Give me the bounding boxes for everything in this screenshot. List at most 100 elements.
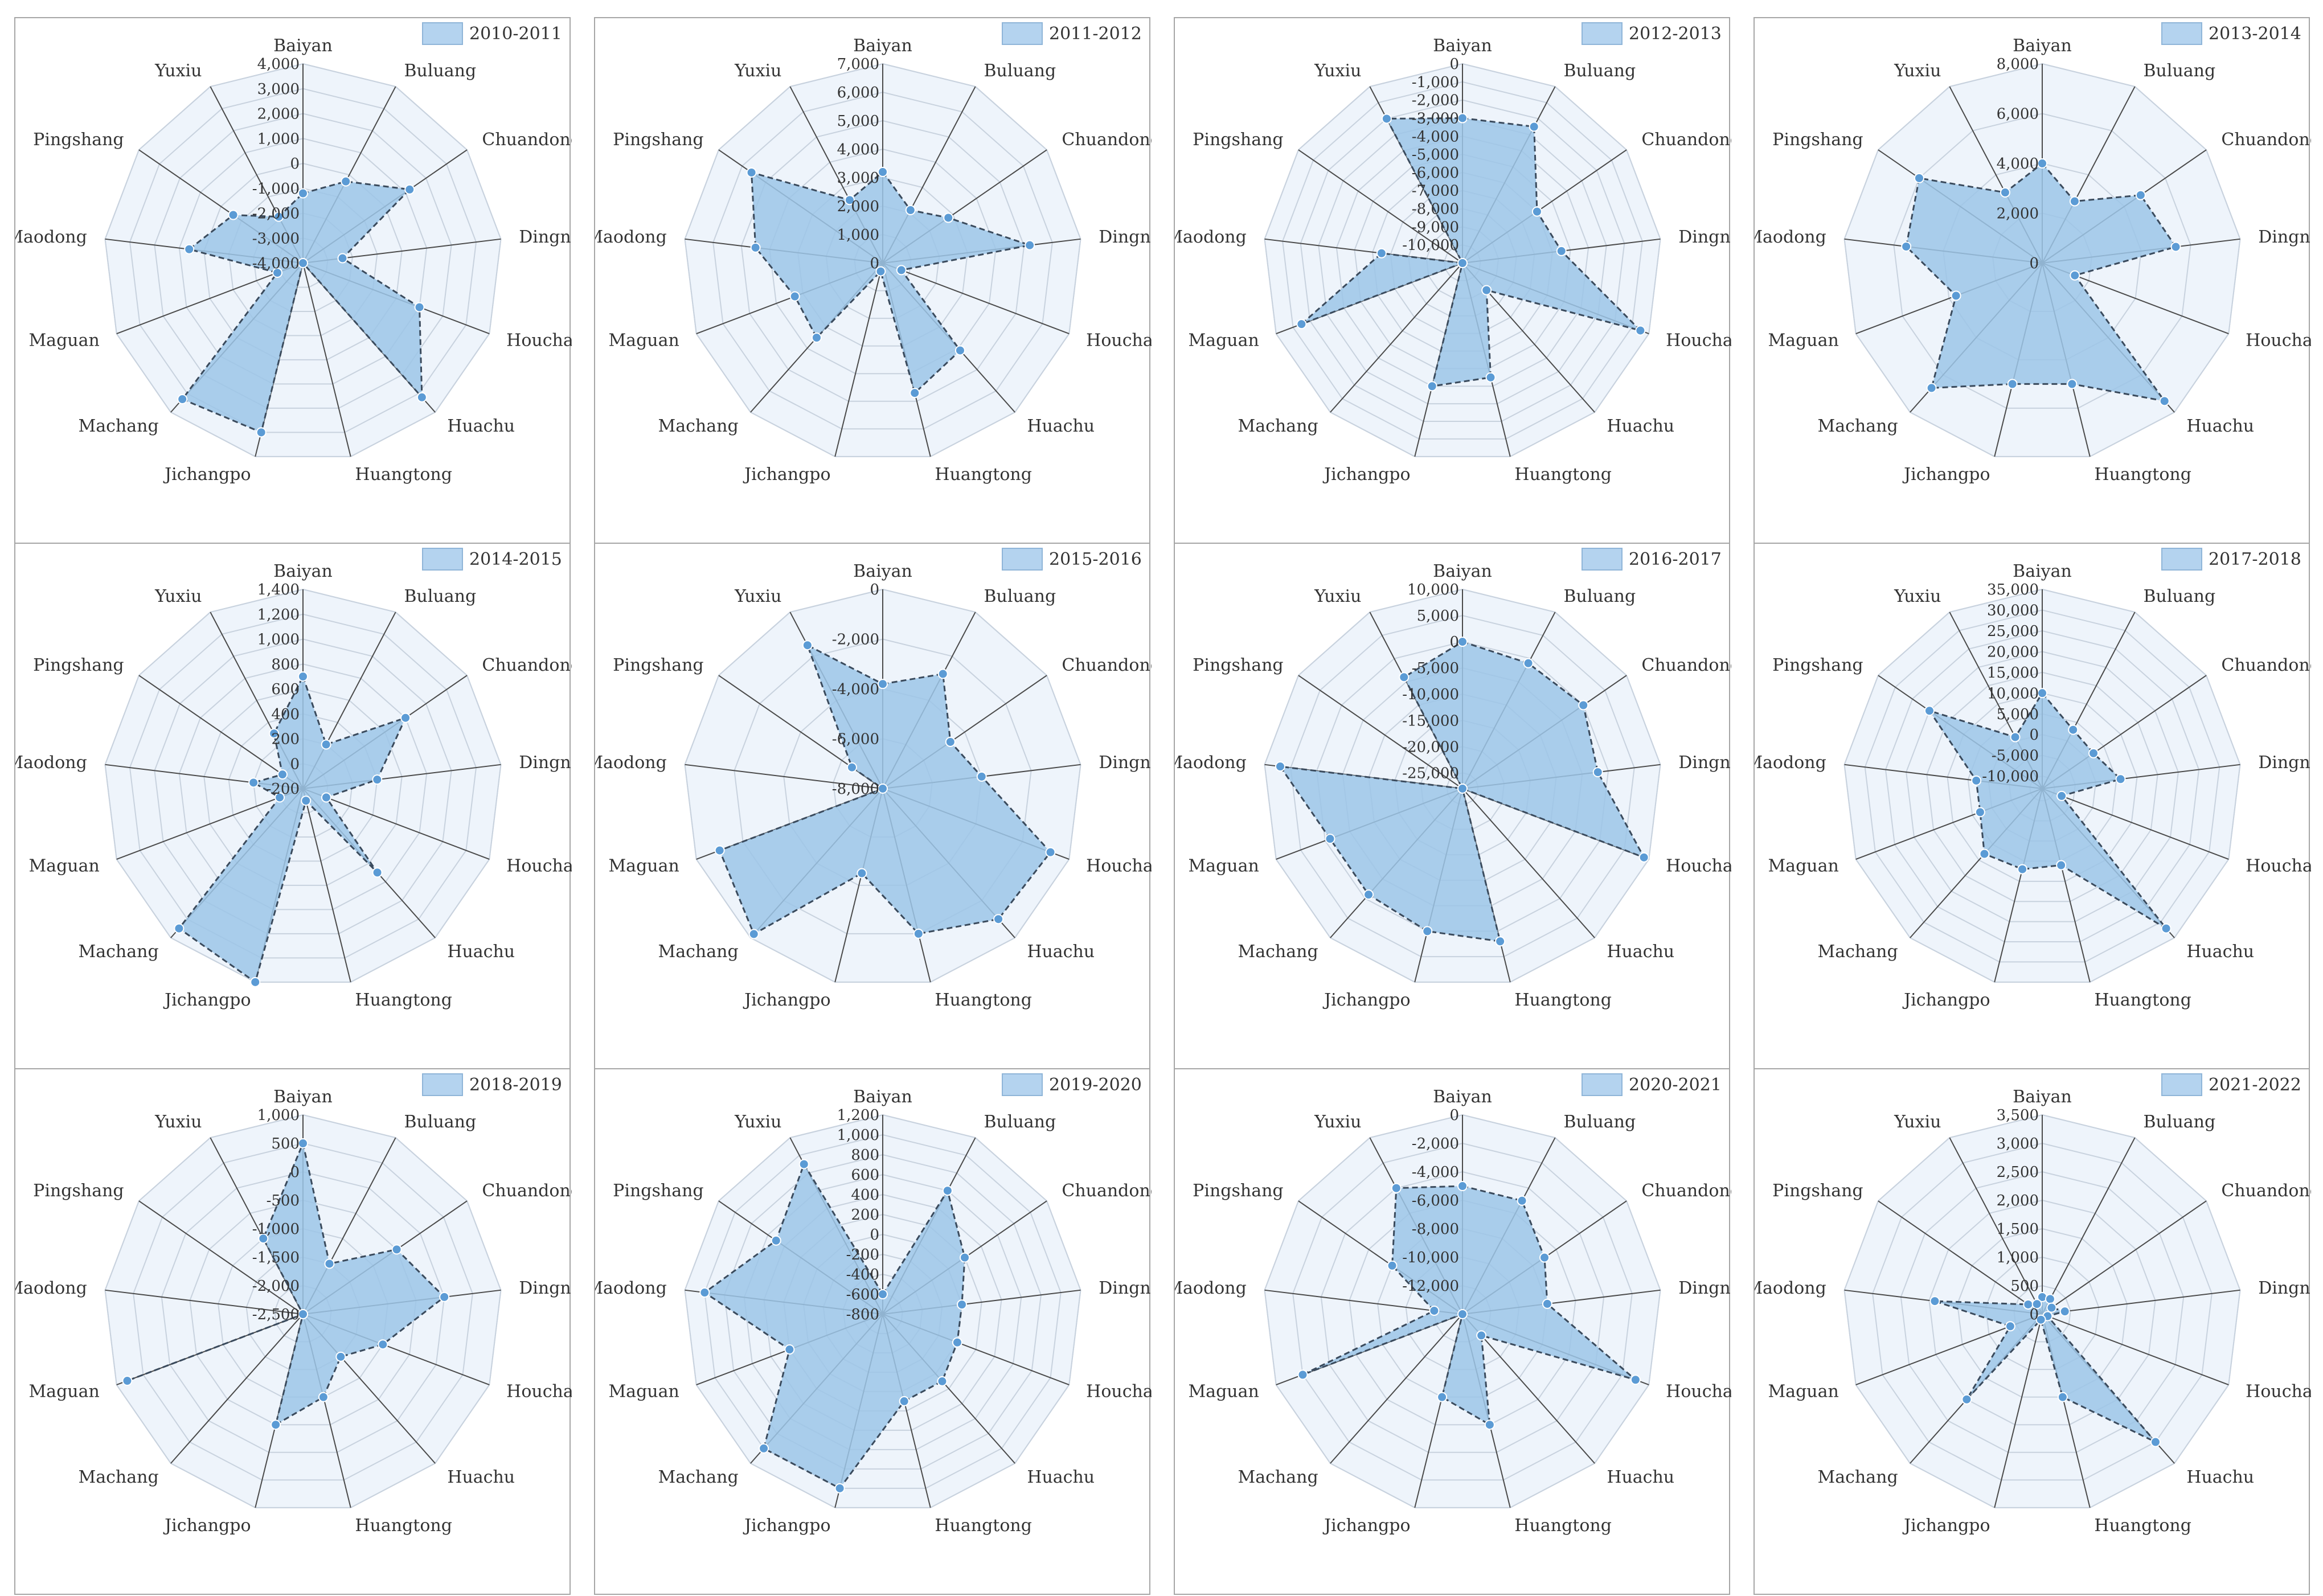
- tick-label: 0: [870, 255, 879, 272]
- category-label-chuandong: Chuandong: [1641, 1181, 1731, 1201]
- tick-label: 4,000: [257, 56, 300, 73]
- grid-ring: [1900, 1171, 2185, 1453]
- data-point-baiyan: [2037, 158, 2047, 169]
- data-point-chuandong: [404, 184, 415, 195]
- data-point-dingnan: [1556, 245, 1567, 256]
- data-point-jichangpo: [2017, 864, 2028, 875]
- spoke-line: [116, 262, 304, 335]
- category-label-baiyan: Baiyan: [853, 36, 912, 56]
- spoke-line: [116, 788, 304, 860]
- legend-swatch: [2161, 548, 2202, 571]
- category-label-buluang: Buluang: [984, 1112, 1056, 1132]
- data-point-buluang: [2069, 196, 2080, 207]
- category-label-buluang: Buluang: [2144, 586, 2216, 606]
- category-label-buluang: Buluang: [404, 1112, 477, 1132]
- category-label-maguan: Maguan: [1768, 856, 1838, 876]
- tick-label: 2,000: [257, 106, 300, 123]
- category-label-jichangpo: Jichangpo: [163, 990, 251, 1010]
- category-label-dingnan: Dingnan: [1678, 227, 1731, 247]
- grid-ring: [203, 162, 403, 360]
- data-point-maguan: [714, 845, 725, 856]
- category-label-houchang: Houchang: [1086, 1381, 1152, 1401]
- category-label-dingnan: Dingnan: [1678, 753, 1731, 773]
- tick-label: 25,000: [1987, 623, 2039, 640]
- spoke-line: [302, 788, 490, 860]
- tick-label: -2,500: [252, 1306, 300, 1323]
- tick-label: -600: [846, 1286, 879, 1303]
- legend-label: 2020-2021: [1629, 1075, 1722, 1095]
- legend-label: 2018-2019: [469, 1075, 562, 1095]
- data-point-baiyan: [1457, 113, 1468, 124]
- spoke-line: [834, 262, 883, 457]
- data-point-yuxiu: [273, 211, 284, 222]
- category-label-huangtong: Huangtong: [2094, 1516, 2191, 1536]
- tick-label: 8,000: [1997, 56, 2039, 73]
- legend-label: 2014-2015: [469, 549, 562, 569]
- spoke-line: [138, 675, 304, 789]
- spoke-line: [1878, 1200, 2043, 1315]
- tick-label: -6,000: [1412, 1192, 1459, 1209]
- data-point-maguan: [2005, 1321, 2015, 1332]
- data-point-pingshang: [298, 1309, 308, 1319]
- spoke-line: [302, 788, 351, 983]
- tick-label: -10,000: [1402, 686, 1459, 703]
- spoke-line: [2042, 788, 2229, 860]
- grid-ring: [684, 63, 1081, 457]
- tick-label: 0: [1449, 634, 1459, 651]
- data-point-pingshang: [1457, 783, 1468, 794]
- tick-label: 1,200: [837, 1107, 879, 1124]
- data-point-chuandong: [1578, 700, 1589, 711]
- category-label-maguan: Maguan: [1768, 1381, 1838, 1401]
- grid-ring: [104, 1114, 502, 1508]
- data-point-baiyan: [878, 679, 888, 690]
- data-point-baiyan: [298, 671, 308, 682]
- radar-panel-2015-2016: -8,000 -6,000 -4,000 -2,000 0 Baiyan Buluang Ch…: [594, 543, 1152, 1069]
- tick-label: 0: [870, 581, 879, 598]
- tick-label: 200: [271, 731, 300, 748]
- tick-label: 1,000: [257, 130, 300, 147]
- tick-label: 1,000: [257, 1107, 300, 1124]
- tick-label: 3,000: [257, 81, 300, 98]
- tick-label: -4,000: [1412, 1164, 1459, 1181]
- tick-label: -400: [846, 1266, 879, 1283]
- data-point-maodong: [1901, 241, 1912, 252]
- spoke-line: [1994, 1314, 2043, 1508]
- data-point-buluang: [937, 668, 948, 679]
- category-label-chuandong: Chuandong: [1062, 655, 1152, 675]
- category-label-pingshang: Pingshang: [1193, 655, 1283, 675]
- grid-ring: [133, 1142, 473, 1481]
- radar-panel-2018-2019: -2,500 -2,000 -1,500 -1,000 -500 0 500 1,000 Bai…: [14, 1068, 572, 1595]
- grid-ring: [684, 1114, 1081, 1508]
- data-point-pingshang: [1924, 705, 1935, 716]
- tick-label: -7,000: [1412, 183, 1459, 200]
- tick-label: 3,000: [837, 170, 879, 187]
- data-point-maodong: [1971, 775, 1982, 786]
- category-label-maodong: Maodong: [1175, 227, 1247, 247]
- category-label-huangtong: Huangtong: [1514, 465, 1612, 485]
- data-point-huachu: [2159, 396, 2170, 407]
- category-label-huachu: Huachu: [1607, 1467, 1674, 1487]
- data-point-yuxiu: [2010, 732, 2021, 742]
- data-point-huangtong: [298, 258, 308, 268]
- data-point-yuxiu: [2031, 1299, 2042, 1310]
- data-point-baiyan: [1457, 1181, 1468, 1191]
- category-label-machang: Machang: [1818, 1467, 1898, 1487]
- tick-label: 30,000: [1987, 602, 2039, 619]
- data-point-buluang: [1517, 1195, 1527, 1206]
- grid-ring: [712, 91, 1053, 430]
- spoke-line: [1330, 1314, 1463, 1464]
- tick-label: 0: [1449, 1107, 1459, 1124]
- category-label-huachu: Huachu: [1607, 942, 1674, 962]
- category-label-pingshang: Pingshang: [33, 1181, 124, 1201]
- category-label-buluang: Buluang: [984, 586, 1056, 606]
- radar-panel-2020-2021: -12,000 -10,000 -8,000 -6,000 -4,000 -2,000 0 B…: [1174, 1068, 1731, 1595]
- category-label-machang: Machang: [1818, 942, 1898, 962]
- data-point-huangtong: [1485, 372, 1496, 383]
- grid-ring: [1292, 1142, 1633, 1481]
- tick-label: -3,000: [1412, 110, 1459, 127]
- category-label-yuxiu: Yuxiu: [1894, 586, 1941, 606]
- legend-swatch: [422, 548, 463, 571]
- data-point-dingnan: [372, 774, 383, 785]
- category-label-jichangpo: Jichangpo: [1902, 465, 1990, 485]
- tick-label: -8,000: [832, 781, 879, 798]
